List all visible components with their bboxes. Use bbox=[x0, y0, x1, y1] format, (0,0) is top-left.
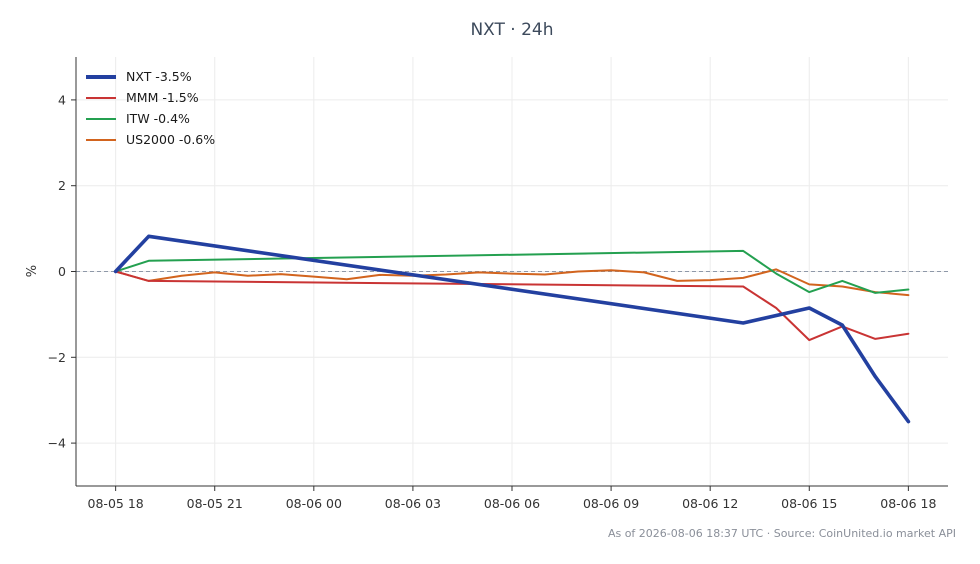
x-tick-label: 08-05 18 bbox=[88, 496, 144, 511]
x-tick-label: 08-05 21 bbox=[187, 496, 243, 511]
chart-title: NXT · 24h bbox=[470, 20, 554, 40]
source-label: Source: CoinUnited.io market API bbox=[773, 527, 956, 540]
x-tick-label: 08-06 18 bbox=[880, 496, 936, 511]
x-tick-label: 08-06 03 bbox=[385, 496, 441, 511]
y-tick-label: 2 bbox=[58, 178, 66, 193]
footer-caption: As of 2026-08-06 18:37 UTC · Source: Coi… bbox=[608, 527, 956, 540]
x-tick-label: 08-06 12 bbox=[682, 496, 738, 511]
legend-label: US2000 -0.6% bbox=[126, 132, 216, 147]
legend: NXT -3.5% MMM -1.5% ITW -0.4% US2000 -0.6% bbox=[86, 66, 215, 150]
series-line bbox=[114, 249, 910, 294]
x-tick-label: 08-06 09 bbox=[583, 496, 639, 511]
legend-item: NXT -3.5% bbox=[86, 66, 215, 87]
x-tick-label: 08-06 00 bbox=[286, 496, 342, 511]
y-tick-label: 0 bbox=[58, 264, 66, 279]
y-tick-label: 4 bbox=[58, 92, 66, 107]
legend-item: ITW -0.4% bbox=[86, 108, 215, 129]
y-axis-label: % bbox=[25, 265, 40, 277]
footer-separator: · bbox=[763, 527, 774, 540]
legend-label: ITW -0.4% bbox=[126, 111, 190, 126]
legend-label: NXT -3.5% bbox=[126, 69, 192, 84]
x-axis-ticks: 08-05 18 08-05 21 08-06 00 08-06 03 08-06 06… bbox=[88, 486, 937, 511]
legend-swatch bbox=[86, 117, 116, 120]
series-lines bbox=[113, 234, 911, 424]
y-tick-label: −2 bbox=[48, 350, 66, 365]
x-tick-label: 08-06 15 bbox=[781, 496, 837, 511]
timestamp: As of 2026-08-06 18:37 UTC bbox=[607, 527, 764, 540]
series-line bbox=[113, 234, 911, 424]
y-axis-ticks: −4 −2 0 2 4 bbox=[48, 92, 76, 451]
legend-swatch bbox=[86, 74, 116, 79]
legend-swatch bbox=[86, 138, 116, 141]
legend-swatch bbox=[86, 96, 116, 99]
series-line bbox=[114, 270, 910, 342]
x-tick-label: 08-06 06 bbox=[484, 496, 540, 511]
y-tick-label: −4 bbox=[48, 436, 66, 451]
legend-item: MMM -1.5% bbox=[86, 87, 215, 108]
legend-item: US2000 -0.6% bbox=[86, 129, 215, 150]
series-line bbox=[114, 268, 910, 297]
legend-label: MMM -1.5% bbox=[126, 90, 199, 105]
